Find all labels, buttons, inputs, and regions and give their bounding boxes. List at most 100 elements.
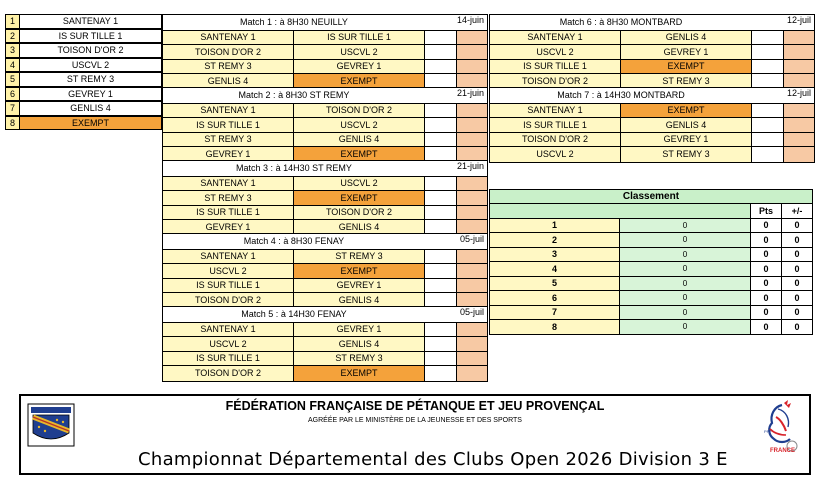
match-header: Match 3 : à 14H30 ST REMY 21-juin [163,161,487,177]
home-team: TOISON D'OR 2 [163,45,294,59]
home-team: IS SUR TILLE 1 [163,278,294,292]
score-cell[interactable] [784,118,814,132]
score-cell[interactable] [425,366,457,381]
match-title: Match 3 : à 14H30 ST REMY [236,163,352,173]
score-cell[interactable] [457,147,487,162]
score-cell[interactable] [425,74,457,89]
score-cell[interactable] [457,249,487,263]
score-cell[interactable] [425,59,457,73]
away-team: TOISON D'OR 2 [294,205,425,219]
score-cell[interactable] [784,30,814,44]
away-team: EXEMPT [294,74,425,89]
score-cell[interactable] [457,293,487,308]
diff-header: +/- [782,204,813,219]
score-cell[interactable] [784,45,814,59]
match-title: Match 2 : à 8H30 ST REMY [238,90,350,100]
score-cell[interactable] [784,103,814,117]
score-cell[interactable] [457,264,487,278]
away-team: ST REMY 3 [621,74,752,89]
score-cell[interactable] [457,337,487,351]
score-cell[interactable] [425,249,457,263]
score-cell[interactable] [425,45,457,59]
score-cell[interactable] [457,322,487,336]
match-row: TOISON D'OR 2 ST REMY 3 [490,74,814,89]
home-team: TOISON D'OR 2 [163,366,294,381]
away-team: GEVREY 1 [294,59,425,73]
score-cell[interactable] [425,205,457,219]
agreement-text: AGRÉÉE PAR LE MINISTÈRE DE LA JEUNESSE E… [308,417,522,424]
match-row: SANTENAY 1 GEVREY 1 [163,322,487,337]
pts-cell: 0 [751,262,782,277]
score-cell[interactable] [425,118,457,132]
score-cell[interactable] [752,59,784,73]
score-cell[interactable] [752,45,784,59]
score-cell[interactable] [752,74,784,89]
team-cell: 0 [620,276,751,291]
score-cell[interactable] [425,264,457,278]
team-row: 3 TOISON D'OR 2 [5,43,162,58]
rank-cell: 2 [489,233,620,248]
score-cell[interactable] [457,30,487,44]
score-cell[interactable] [784,147,814,162]
home-team: ST REMY 3 [163,132,294,146]
diff-cell: 0 [782,218,813,233]
score-cell[interactable] [425,220,457,235]
score-cell[interactable] [425,351,457,365]
score-cell[interactable] [425,191,457,205]
score-cell[interactable] [457,220,487,235]
diff-cell: 0 [782,262,813,277]
pts-cell: 0 [751,233,782,248]
match-row: IS SUR TILLE 1 GENLIS 4 [490,118,814,133]
away-team: USCVL 2 [294,176,425,190]
team-cell: 0 [620,262,751,277]
score-cell[interactable] [457,205,487,219]
away-team: EXEMPT [294,264,425,278]
match-title: Match 1 : à 8H30 NEUILLY [240,17,348,27]
score-cell[interactable] [457,351,487,365]
score-cell[interactable] [425,322,457,336]
score-cell[interactable] [457,74,487,89]
team-number: 8 [5,115,20,130]
team-cell: 0 [620,247,751,262]
score-cell[interactable] [425,147,457,162]
score-cell[interactable] [457,59,487,73]
score-cell[interactable] [457,278,487,292]
match-title: Match 6 : à 8H30 MONTBARD [559,17,683,27]
score-cell[interactable] [425,293,457,308]
match-header: Match 1 : à 8H30 NEUILLY 14-juin [163,15,487,31]
score-cell[interactable] [784,59,814,73]
match-row: USCVL 2 EXEMPT [163,264,487,279]
score-cell[interactable] [784,74,814,89]
score-cell[interactable] [425,176,457,190]
score-cell[interactable] [457,103,487,117]
team-number: 4 [5,57,20,72]
score-cell[interactable] [784,132,814,146]
rank-cell: 7 [489,305,620,320]
home-team: SANTENAY 1 [490,103,621,117]
championship-title: Championnat Départemental des Clubs Open… [138,449,728,470]
score-cell[interactable] [752,147,784,162]
score-cell[interactable] [425,30,457,44]
score-cell[interactable] [425,337,457,351]
score-cell[interactable] [425,103,457,117]
score-cell[interactable] [457,45,487,59]
score-cell[interactable] [457,176,487,190]
away-team: USCVL 2 [294,45,425,59]
score-cell[interactable] [752,30,784,44]
score-cell[interactable] [457,132,487,146]
match-header: Match 5 : à 14H30 FENAY 05-juil [163,307,487,323]
score-cell[interactable] [457,191,487,205]
score-cell[interactable] [457,366,487,381]
match-row: ST REMY 3 GEVREY 1 [163,59,487,74]
rank-cell: 1 [489,218,620,233]
score-cell[interactable] [752,103,784,117]
score-cell[interactable] [457,118,487,132]
match-row: TOISON D'OR 2 GENLIS 4 [163,293,487,308]
score-cell[interactable] [752,132,784,146]
score-cell[interactable] [752,118,784,132]
score-cell[interactable] [425,278,457,292]
score-cell[interactable] [425,132,457,146]
home-team: USCVL 2 [490,147,621,162]
